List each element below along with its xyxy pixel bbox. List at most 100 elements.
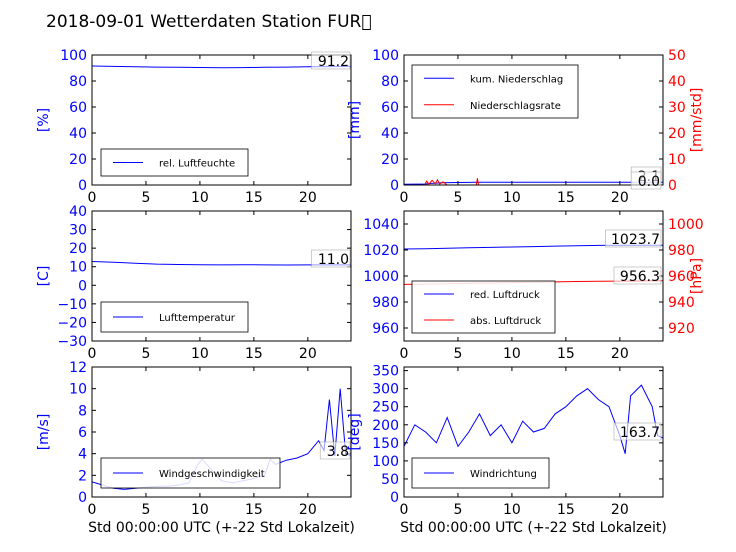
y2-tick-label: 980 xyxy=(668,243,695,259)
y-tick-label: 980 xyxy=(372,295,399,311)
y-tick-label: 20 xyxy=(69,241,87,257)
x-tick-label: 5 xyxy=(141,502,150,518)
y-tick-label: −10 xyxy=(57,297,87,313)
plot-frame xyxy=(403,54,664,186)
series-line-1 xyxy=(92,65,351,69)
y-tick-label: 960 xyxy=(372,321,399,337)
y2-tick-label: 1000 xyxy=(668,217,704,233)
y-tick-label: 50 xyxy=(381,472,399,488)
x-tick-label: 15 xyxy=(245,346,263,362)
x-tick-label: 15 xyxy=(245,190,263,206)
y2-tick-label: 940 xyxy=(668,295,695,311)
y2-tick-label: 10 xyxy=(668,152,686,168)
x-tick-label: 0 xyxy=(88,502,97,518)
legend: red. Luftdruck abs. Luftdruck xyxy=(411,280,556,334)
y-tick-label: 0 xyxy=(78,278,87,294)
x-tick-label: 20 xyxy=(299,502,317,518)
y-tick-label: 4 xyxy=(78,447,87,463)
y-tick-label: 150 xyxy=(372,436,399,452)
y-tick-label: 12 xyxy=(69,360,87,376)
x-tick-label: 5 xyxy=(453,190,462,206)
x-tick-label: 15 xyxy=(557,190,575,206)
y-tick-label: 10 xyxy=(69,382,87,398)
y-tick-label: 200 xyxy=(372,418,399,434)
annotation-box xyxy=(613,422,662,441)
plot-frame xyxy=(91,54,352,186)
y-tick-label: 1020 xyxy=(363,243,399,259)
y-tick-label: −20 xyxy=(57,315,87,331)
legend-label: Lufttemperatur xyxy=(159,313,236,324)
x-tick-label: 10 xyxy=(503,190,521,206)
last-value-annotation: 956.3 xyxy=(620,269,660,285)
y-tick-label: 250 xyxy=(372,400,399,416)
y-tick-label: 2 xyxy=(78,468,87,484)
y-tick-label: −30 xyxy=(57,334,87,350)
x-tick-label: 5 xyxy=(453,346,462,362)
last-value-annotation: 0.0 xyxy=(638,174,660,190)
legend: Lufttemperatur xyxy=(100,301,249,333)
y2-axis-label: [hPa] xyxy=(689,258,705,294)
annotation-box xyxy=(605,229,662,248)
x-tick-label: 20 xyxy=(611,190,629,206)
series-line-1 xyxy=(404,384,663,454)
y-tick-label: 1040 xyxy=(363,217,399,233)
legend-label: abs. Luftdruck xyxy=(470,316,541,327)
series-line-1 xyxy=(404,181,663,185)
x-tick-label: 15 xyxy=(245,502,263,518)
y2-tick-label: 960 xyxy=(668,269,695,285)
y-tick-label: 60 xyxy=(381,100,399,116)
x-tick-label: 20 xyxy=(299,190,317,206)
legend-label: Windgeschwindigkeit xyxy=(159,469,265,480)
y-tick-label: 30 xyxy=(69,223,87,239)
x-tick-label: 15 xyxy=(557,502,575,518)
y-tick-label: 20 xyxy=(381,152,399,168)
y-tick-label: 1000 xyxy=(363,269,399,285)
y-tick-label: 0 xyxy=(78,178,87,194)
y-tick-label: 80 xyxy=(69,74,87,90)
y2-tick-label: 40 xyxy=(668,74,686,90)
annotation-box xyxy=(613,266,662,285)
x-tick-label: 20 xyxy=(611,346,629,362)
y-tick-label: 300 xyxy=(372,382,399,398)
x-tick-label: 10 xyxy=(503,346,521,362)
x-tick-label: 5 xyxy=(141,190,150,206)
y-tick-label: 0 xyxy=(78,490,87,506)
legend: Windgeschwindigkeit xyxy=(100,457,281,489)
legend-box xyxy=(411,64,579,119)
y-tick-label: 40 xyxy=(69,126,87,142)
y-tick-label: 100 xyxy=(60,48,87,64)
x-tick-label: 10 xyxy=(191,346,209,362)
x-tick-label: 20 xyxy=(299,346,317,362)
panel-top-left: 0 5 10 15 20 0 20 40 60 80 100 [%] rel. Luftfeuchte 9… xyxy=(36,48,352,206)
legend: Windrichtung xyxy=(411,457,550,489)
y2-tick-label: 920 xyxy=(668,321,695,337)
y-tick-label: 0 xyxy=(390,490,399,506)
y-tick-label: 20 xyxy=(69,152,87,168)
legend-box xyxy=(411,280,556,334)
x-tick-label: 20 xyxy=(611,502,629,518)
panel-top-right: 0 5 10 15 20 0 20 40 60 80 100 0 10 20 30 40 50 [mm/std] [… xyxy=(347,48,705,206)
last-value-annotation: 163.7 xyxy=(620,425,660,441)
y-axis-label: [C] xyxy=(36,266,52,287)
last-value-annotation: 91.2 xyxy=(318,54,349,70)
y-tick-label: 100 xyxy=(372,48,399,64)
x-tick-label: 5 xyxy=(141,346,150,362)
panel-middle-right: 0 5 10 15 20 960 980 1000 1020 1040 920 940 960 980 10… xyxy=(363,210,705,362)
y-tick-label: 100 xyxy=(372,454,399,470)
y-axis-label: [%] xyxy=(36,108,52,132)
figure-title: 2018-09-01 Wetterdaten Station FUR  xyxy=(46,12,372,32)
y-axis-label: [mm] xyxy=(347,101,363,139)
legend: rel. Luftfeuchte xyxy=(100,148,249,177)
y-tick-label: 60 xyxy=(69,100,87,116)
y-tick-label: 0 xyxy=(390,178,399,194)
y2-tick-label: 30 xyxy=(668,100,686,116)
legend-label: Windrichtung xyxy=(470,469,537,480)
y-axis-label: [m/s] xyxy=(36,414,52,451)
x-axis-label: Std 00:00:00 UTC (+-22 Std Lokalzeit) xyxy=(400,520,667,536)
panel-bottom-left: 0 5 10 15 20 0 2 4 6 8 10 12 [m/s] Std 00:00:00 UTC (… xyxy=(36,360,355,536)
x-tick-label: 0 xyxy=(400,502,409,518)
y2-axis-label: [mm/std] xyxy=(689,88,705,153)
y-tick-label: 8 xyxy=(78,403,87,419)
x-axis-label: Std 00:00:00 UTC (+-22 Std Lokalzeit) xyxy=(88,520,355,536)
